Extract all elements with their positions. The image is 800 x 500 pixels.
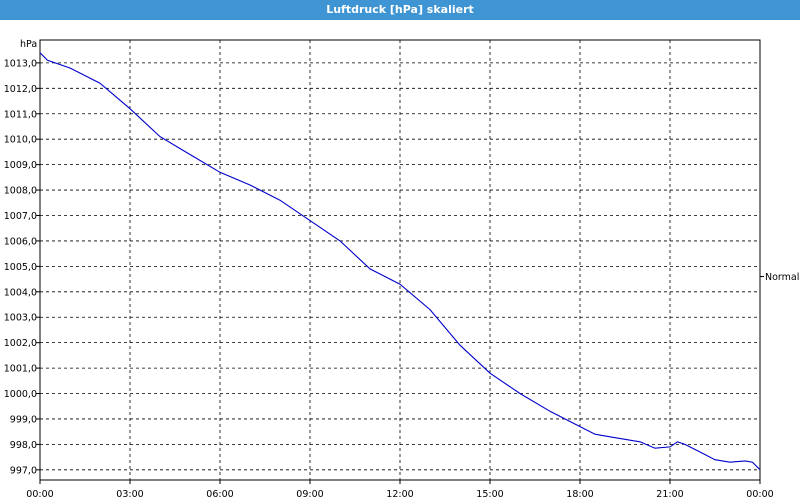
y-tick-label: 1007,0 [4, 211, 37, 222]
y-axis-ticks: 997,0 998,0 999,0 1000,0 1001,0 1002,0 1003,0 1… [4, 58, 40, 476]
y-tick-label: 1010,0 [4, 135, 37, 146]
y-tick-label: 1001,0 [4, 364, 37, 375]
y-axis-label: hPa [20, 39, 37, 50]
window-title: Luftdruck [hPa] skaliert [0, 0, 800, 20]
y-tick-label: 1006,0 [4, 236, 37, 247]
y-tick-label: 1004,0 [4, 287, 37, 298]
y-tick-label: 1008,0 [4, 186, 37, 197]
y-tick-label: 1002,0 [4, 338, 37, 349]
x-tick-time-label: 09:00 [296, 489, 323, 500]
reference-label: Normal [765, 272, 799, 283]
y-tick-label: 1009,0 [4, 160, 37, 171]
y-tick-label: 998,0 [10, 440, 37, 451]
reference-line-marker: Normal [760, 272, 799, 283]
series-layer [39, 52, 761, 471]
x-tick-time-label: 21:00 [656, 489, 683, 500]
y-tick-label: 1000,0 [4, 389, 37, 400]
pressure-chart: hPa 997,0 998,0 999,0 1000,0 1001,0 1002,0 100… [4, 39, 800, 500]
x-axis-ticks: 00:0002.04.1903:0002.04.1906:0002.04.190… [26, 480, 774, 500]
y-tick-label: 999,0 [10, 414, 37, 425]
pressure-series-line [39, 52, 761, 471]
chart-grid [40, 40, 760, 480]
y-tick-label: 1011,0 [4, 109, 37, 120]
x-tick-time-label: 12:00 [386, 489, 413, 500]
x-tick-time-label: 06:00 [206, 489, 233, 500]
x-tick-time-label: 03:00 [116, 489, 143, 500]
y-tick-label: 1005,0 [4, 262, 37, 273]
y-tick-label: 997,0 [10, 465, 37, 476]
x-tick-time-label: 15:00 [476, 489, 503, 500]
y-tick-label: 1003,0 [4, 313, 37, 324]
y-tick-label: 1012,0 [4, 84, 37, 95]
x-tick-time-label: 00:00 [26, 489, 53, 500]
x-tick-time-label: 00:00 [746, 489, 773, 500]
y-tick-label: 1013,0 [4, 58, 37, 69]
x-tick-time-label: 18:00 [566, 489, 593, 500]
